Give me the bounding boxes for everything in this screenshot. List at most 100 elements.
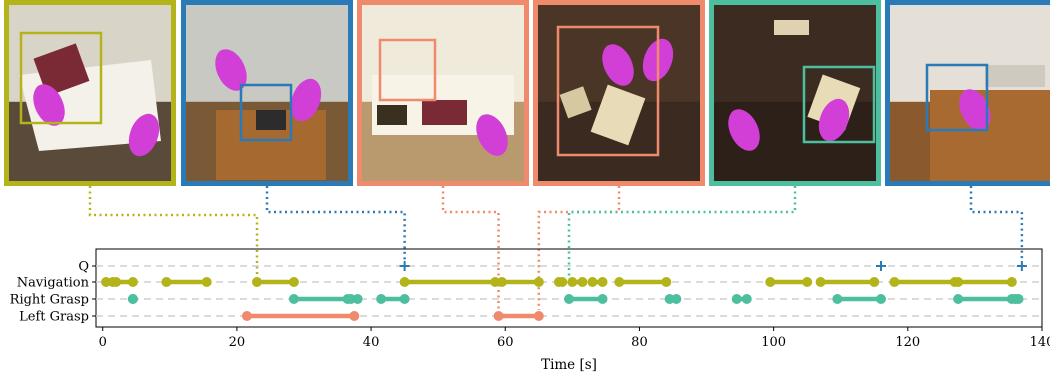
hand [290, 78, 322, 122]
segment-end-point [349, 311, 360, 321]
x-tick-label: 100 [761, 335, 786, 350]
connector-line [969, 186, 1024, 260]
segment-start-point [815, 277, 826, 287]
book [774, 20, 809, 35]
highlight-box [925, 63, 989, 132]
x-tick-label: 120 [895, 335, 920, 350]
x-tick-label: 80 [631, 335, 648, 350]
segment-end-point [533, 277, 544, 287]
connector-line [88, 186, 259, 276]
segment-start-point [953, 294, 964, 304]
connector-line [265, 186, 406, 260]
scene-thumbnail-2 [181, 0, 353, 186]
segment-start-point [564, 294, 574, 304]
scene-image [538, 5, 700, 181]
segment-start-point [111, 277, 122, 287]
hand [215, 49, 247, 91]
hand [602, 44, 634, 86]
segment-start-point [614, 277, 625, 287]
book [256, 110, 286, 130]
plot-frame [95, 248, 1043, 328]
scene-image [362, 5, 524, 181]
book [590, 84, 646, 146]
segment-end-point [597, 294, 608, 304]
book [422, 100, 467, 125]
scene-thumbnail-1 [4, 0, 176, 186]
row-label: Right Grasp [10, 293, 89, 308]
hand [959, 89, 991, 131]
scene-thumbnail-4 [533, 0, 705, 186]
hand [818, 98, 850, 142]
hand [33, 84, 65, 126]
segment-start-point [832, 294, 843, 304]
segment-end-point [557, 277, 568, 287]
segment-start-point [288, 294, 299, 304]
segment-end-point [741, 294, 752, 304]
segment-end-point [201, 277, 212, 287]
book [377, 105, 407, 125]
hand [128, 113, 160, 157]
x-tick-label: 60 [497, 335, 514, 350]
segment-end-point [352, 294, 363, 304]
scene-image [9, 5, 171, 181]
segment-end-point [869, 277, 880, 287]
x-tick-label: 20 [229, 335, 246, 350]
x-axis-label: Time [s] [541, 357, 597, 373]
highlight-box [19, 31, 103, 125]
segment-end-point [288, 277, 299, 287]
segment-start-point [493, 311, 504, 321]
x-tick-label: 140 [1030, 335, 1050, 350]
segment-start-point [399, 277, 410, 287]
segment-end-point [1013, 294, 1024, 304]
segment-start-point [376, 294, 387, 304]
segment-end-point [577, 277, 588, 287]
segment-end-point [1006, 277, 1017, 287]
segment-start-point [252, 277, 263, 287]
scene-thumbnail-6 [885, 0, 1050, 186]
box [985, 65, 1045, 87]
book [33, 43, 90, 97]
segment-start-point [889, 277, 900, 287]
scene-thumbnail-3 [357, 0, 529, 186]
x-tick-label: 0 [99, 335, 107, 350]
scene-image [714, 5, 876, 181]
highlight-box [239, 83, 293, 142]
highlight-box [378, 38, 437, 102]
segment-start-point [587, 277, 598, 287]
segment-end-point [671, 294, 682, 304]
segment-end-point [533, 311, 544, 321]
segment-start-point [496, 277, 507, 287]
segment-end-point [875, 294, 886, 304]
connector-line [441, 186, 500, 310]
hand [728, 109, 760, 151]
segment-end-point [661, 277, 672, 287]
segment-start-point [765, 277, 776, 287]
segment-start-point [731, 294, 742, 304]
row-label: Navigation [17, 276, 90, 291]
highlight-box [556, 25, 660, 157]
connector-line [537, 186, 621, 310]
query-marker [1016, 261, 1027, 271]
scene-image [186, 5, 348, 181]
connector-line [567, 186, 797, 276]
book [559, 86, 592, 119]
segment-end-point [802, 277, 813, 287]
segment-end-point [127, 294, 138, 304]
x-tick-label: 40 [363, 335, 380, 350]
shelf [930, 90, 1050, 181]
hand [476, 114, 508, 156]
scene-image [890, 5, 1050, 181]
segment-start-point [953, 277, 964, 287]
row-label: Left Grasp [19, 310, 89, 325]
segment-start-point [567, 277, 578, 287]
query-marker [875, 261, 886, 271]
scene-thumbnail-5 [709, 0, 881, 186]
segment-end-point [399, 294, 410, 304]
query-marker [399, 261, 410, 271]
segment-end-point [127, 277, 138, 287]
segment-start-point [241, 311, 252, 321]
segment-start-point [161, 277, 172, 287]
row-label: Q [78, 260, 89, 275]
